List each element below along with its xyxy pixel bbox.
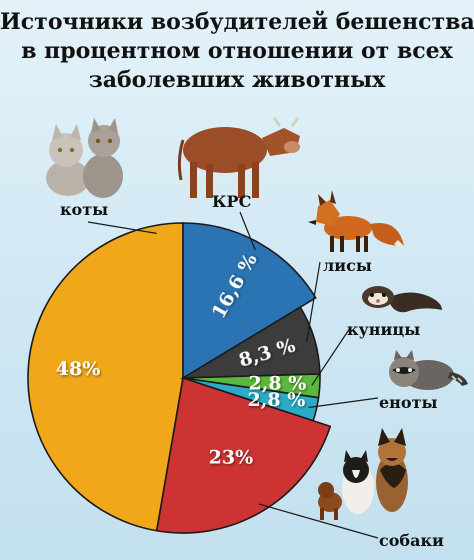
raccoon-icon (389, 350, 468, 390)
pointer-line-foxes (306, 261, 321, 342)
pie-slice-cats (27, 222, 184, 532)
category-label-raccoons: еноты (379, 393, 438, 412)
category-label-foxes: лисы (323, 256, 372, 275)
pie-slice-dogs (155, 376, 332, 534)
pie-pointers (87, 211, 379, 539)
title-line: в процентном отношении от всех (21, 38, 453, 64)
value-label-dogs: 23% (209, 447, 254, 469)
pointer-line-raccoons (308, 397, 379, 409)
category-label-cattle: КРС (212, 192, 251, 211)
title-line: заболевших животных (88, 67, 386, 93)
category-label-dogs: собаки (379, 531, 444, 550)
category-label-martens: куницы (347, 320, 420, 339)
pointer-line-martens (311, 327, 351, 386)
pie-value-labels: 48%16,6 %8,3 %2,8 %2,8 %23% (56, 250, 307, 469)
title-line: Источники возбудителей бешенства (0, 9, 474, 35)
pointer-line-cats (87, 221, 157, 234)
value-label-martens: 2,8 % (249, 372, 307, 394)
ferret-icon (362, 286, 442, 313)
category-label-cats: коты (60, 200, 108, 219)
value-label-cats: 48% (56, 358, 101, 380)
dog-icon (318, 428, 408, 520)
pointer-line-cattle (239, 211, 256, 251)
chart-title: Источники возбудителей бешенства в проце… (0, 8, 474, 95)
cat-icon (46, 118, 123, 198)
pie-slice-cattle (182, 222, 317, 380)
pie-slices (27, 222, 332, 534)
cow-icon (177, 117, 300, 198)
value-label-raccoons: 2,8 % (248, 389, 306, 411)
pointer-line-dogs (258, 503, 379, 539)
fox-icon (308, 190, 404, 252)
